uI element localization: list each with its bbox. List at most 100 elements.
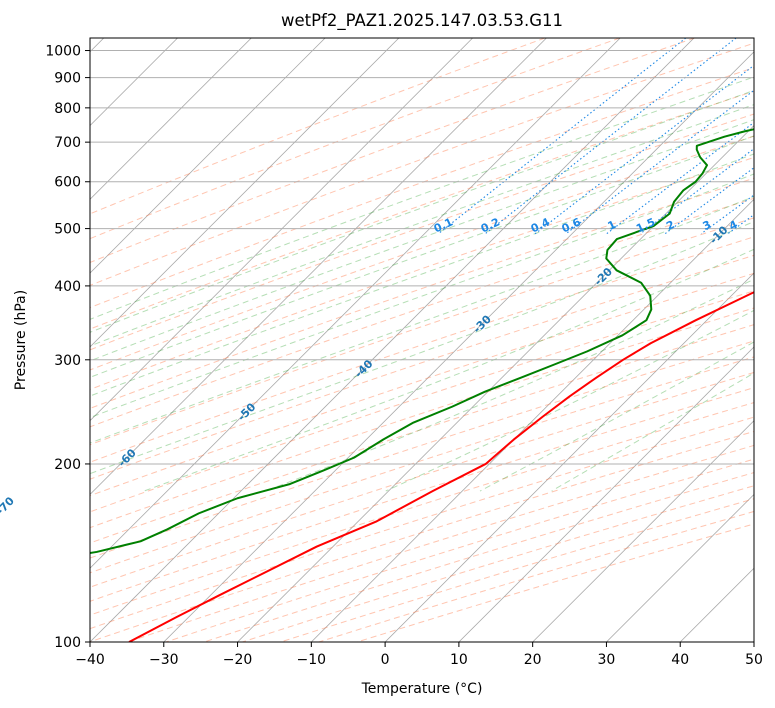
dry-adiabat-line xyxy=(90,90,754,330)
isotherm-label: -50 xyxy=(235,400,258,423)
moist-adiabat-line xyxy=(90,76,754,320)
isotherm-line xyxy=(605,493,754,642)
x-tick-label: −30 xyxy=(149,652,179,668)
dewpoint-profile-line xyxy=(90,128,754,555)
dry-adiabat-line xyxy=(90,236,754,463)
y-tick-label: 200 xyxy=(54,457,81,473)
dry-adiabat-line xyxy=(90,38,546,215)
dry-adiabat-line xyxy=(90,217,754,446)
isotherm-line xyxy=(90,38,400,348)
y-tick-label: 300 xyxy=(54,353,81,369)
y-tick-label: 800 xyxy=(54,101,81,117)
moist-adiabat-line xyxy=(385,309,754,492)
isotherm-line xyxy=(90,38,621,569)
dry-adiabat-line xyxy=(90,38,695,263)
isotherm-line xyxy=(90,38,252,200)
x-axis: −40 −30 −20 −10 0 10 20 30 40 50 xyxy=(75,642,763,668)
mixing-ratio-label: 1.5 xyxy=(634,215,657,235)
x-tick-label: 10 xyxy=(450,652,468,668)
moist-adiabat-line xyxy=(144,248,754,492)
isotherm-line xyxy=(90,38,473,422)
dry-adiabat-line xyxy=(278,498,754,642)
dry-adiabat-line xyxy=(90,356,754,574)
isotherm-label: -30 xyxy=(471,312,494,335)
mixing-ratio-label: 2 xyxy=(664,218,676,233)
mixing-ratio-label: 0.2 xyxy=(479,215,502,235)
x-tick-label: 20 xyxy=(524,652,542,668)
dry-adiabat-line xyxy=(90,387,754,602)
mixing-ratio-label: 4 xyxy=(727,218,740,233)
x-axis-label: Temperature (°C) xyxy=(361,681,483,697)
isotherm-line xyxy=(236,124,754,642)
isotherm-label: -40 xyxy=(352,357,375,380)
moist-adiabat-line xyxy=(479,341,754,492)
y-tick-label: 600 xyxy=(54,175,81,191)
mixing-ratio-label: 0.4 xyxy=(529,215,552,235)
dry-adiabat-line xyxy=(90,67,754,309)
dry-adiabat-line xyxy=(240,485,754,642)
chart-title: wetPf2_PAZ1.2025.147.03.53.G11 xyxy=(281,11,563,31)
isotherm-label: -70 xyxy=(0,494,17,517)
temperature-profile-line xyxy=(128,291,754,642)
x-tick-label: 0 xyxy=(381,652,390,668)
moist-adiabat-line xyxy=(551,372,754,492)
isotherm-line xyxy=(384,272,754,642)
moist-adiabat-line xyxy=(90,153,754,397)
isotherm-line xyxy=(90,38,695,642)
isotherm-line xyxy=(458,346,754,642)
moist-adiabat-line xyxy=(90,89,754,333)
mixing-ratio-label: 0.6 xyxy=(560,215,583,235)
mixing-ratio-label: 1 xyxy=(606,218,618,233)
mixing-ratio-line xyxy=(639,148,754,235)
x-tick-label: −10 xyxy=(297,652,327,668)
y-tick-label: 900 xyxy=(54,71,81,87)
contour-labels: 0.10.20.40.611.5234-100-90-80-70-60-50-4… xyxy=(0,215,740,517)
moist-adiabat-line xyxy=(90,195,754,444)
dry-adiabat-line xyxy=(90,38,620,240)
mixing-ratio-label: 3 xyxy=(701,218,713,233)
x-tick-label: −40 xyxy=(75,652,105,668)
dry-adiabat-line xyxy=(355,523,754,642)
dry-adiabat-line xyxy=(317,510,754,642)
isotherm-label: -20 xyxy=(592,265,615,288)
y-tick-label: 1000 xyxy=(45,44,81,60)
mixing-ratio-label: 0.1 xyxy=(432,215,455,235)
mixing-ratio-line xyxy=(534,64,754,235)
isotherm-label: -60 xyxy=(116,446,139,469)
moist-adiabat-line xyxy=(90,221,754,475)
y-axis: 100 200 300 400 500 600 700 800 900 1000 xyxy=(45,44,90,651)
y-tick-label: 400 xyxy=(54,279,81,295)
background-lines xyxy=(90,38,775,642)
x-tick-label: 40 xyxy=(671,652,689,668)
y-tick-label: 700 xyxy=(54,135,81,151)
mixing-ratio-line xyxy=(767,38,775,234)
x-tick-label: −20 xyxy=(223,652,253,668)
y-axis-label: Pressure (hPa) xyxy=(13,290,29,390)
dry-adiabat-line xyxy=(90,430,754,642)
y-tick-label: 100 xyxy=(54,635,81,651)
dry-adiabat-line xyxy=(90,324,754,544)
y-tick-label: 500 xyxy=(54,222,81,238)
x-tick-label: 50 xyxy=(745,652,763,668)
x-tick-label: 30 xyxy=(598,652,616,668)
dry-adiabat-line xyxy=(90,272,754,497)
isotherm-line xyxy=(90,38,547,496)
isotherm-line xyxy=(163,51,754,642)
mixing-ratio-line xyxy=(438,38,687,235)
isotherm-line xyxy=(90,38,326,274)
isotherm-line xyxy=(532,420,754,642)
profile-lines xyxy=(90,128,754,642)
moist-adiabat-line xyxy=(90,104,754,347)
dry-adiabat-line xyxy=(90,307,754,529)
isotherm-line xyxy=(310,198,754,642)
moist-adiabat-line xyxy=(90,119,754,362)
mixing-ratio-line xyxy=(606,121,754,235)
dry-adiabat-line xyxy=(90,113,754,351)
plot-frame xyxy=(89,37,755,643)
dry-adiabat-line xyxy=(90,42,754,286)
moist-adiabat-line xyxy=(90,173,754,419)
moist-adiabat-line xyxy=(90,135,754,378)
dry-adiabat-line xyxy=(90,177,754,409)
moist-adiabat-line xyxy=(265,278,754,492)
